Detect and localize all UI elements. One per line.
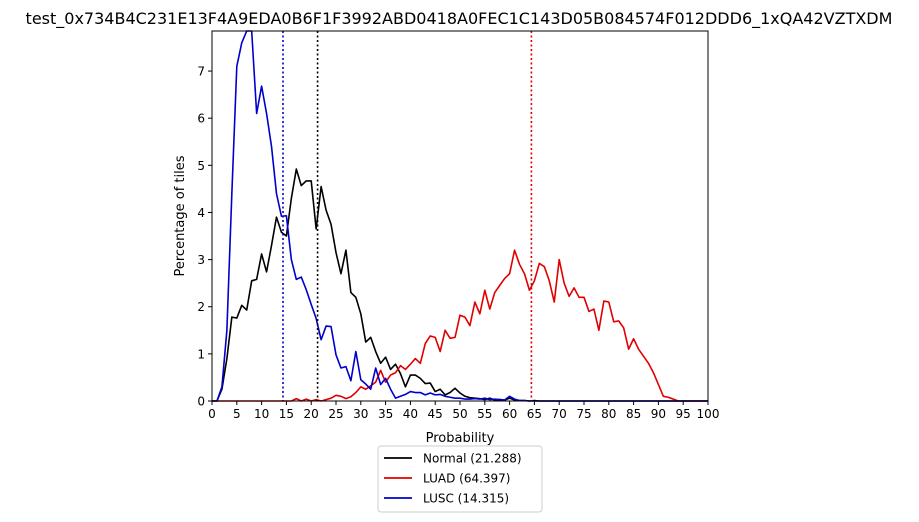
x-tick-label: 100: [697, 407, 720, 421]
chart-title: test_0x734B4C231E13F4A9EDA0B6F1F3992ABD0…: [26, 9, 893, 29]
x-tick-label: 40: [403, 407, 418, 421]
x-tick-label: 85: [626, 407, 641, 421]
series-line-2: [212, 30, 708, 402]
x-tick-label: 45: [428, 407, 443, 421]
y-tick-label: 7: [197, 65, 205, 79]
x-tick-label: 60: [502, 407, 517, 421]
x-tick-label: 80: [601, 407, 616, 421]
x-tick-label: 20: [304, 407, 319, 421]
legend-box: [377, 445, 543, 513]
x-tick-label: 30: [353, 407, 368, 421]
y-axis-label: Percentage of tiles: [173, 155, 188, 276]
y-tick-label: 3: [197, 253, 205, 267]
series-line-1: [212, 249, 708, 402]
x-tick-label: 15: [279, 407, 294, 421]
x-tick-label: 25: [328, 407, 343, 421]
y-tick-label: 0: [197, 395, 205, 409]
y-tick-label: 4: [197, 206, 205, 220]
legend-label-0: Normal (21.288): [423, 452, 522, 466]
x-tick-label: 90: [651, 407, 666, 421]
legend-label-2: LUSC (14.315): [423, 492, 509, 506]
x-tick-label: 10: [254, 407, 269, 421]
x-tick-label: 65: [527, 407, 542, 421]
x-axis-label: Probability: [426, 431, 495, 446]
y-tick-label: 6: [197, 112, 205, 126]
x-tick-label: 5: [233, 407, 241, 421]
x-tick-label: 35: [378, 407, 393, 421]
x-tick-label: 75: [576, 407, 591, 421]
y-tick-label: 5: [197, 159, 205, 173]
series-line-0: [212, 168, 708, 402]
legend: Normal (21.288) LUAD (64.397) LUSC (14.315…: [377, 445, 543, 513]
x-tick-label: 55: [477, 407, 492, 421]
y-tick-label: 2: [197, 300, 205, 314]
x-tick-label: 95: [676, 407, 691, 421]
legend-label-1: LUAD (64.397): [423, 472, 511, 486]
x-tick-label: 70: [552, 407, 567, 421]
y-tick-label: 1: [197, 347, 205, 361]
x-tick-label: 0: [208, 407, 216, 421]
x-tick-label: 50: [452, 407, 467, 421]
